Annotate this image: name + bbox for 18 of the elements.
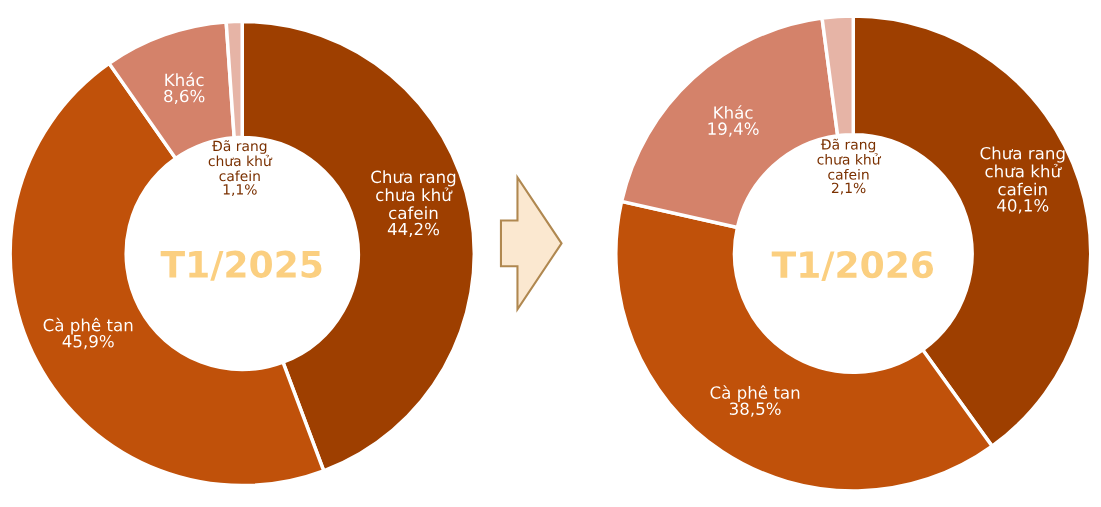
slice-label: Đã rang chưa khử cafein	[817, 138, 882, 180]
text: T1/2026	[771, 250, 934, 282]
data-label: 19,4%	[708, 122, 759, 137]
data-label: 38,5%	[729, 402, 781, 417]
data-label: 44,2%	[387, 222, 440, 238]
data-label: 40,1%	[997, 199, 1049, 214]
slice-label: Chưa rang chưa khử cafein	[980, 146, 1065, 196]
slice-label: Cà phê tan	[43, 317, 133, 335]
data-label: 45,9%	[62, 334, 114, 350]
slice-label: Chưa rang chưa khử cafein	[371, 170, 456, 220]
slice-label: Cà phê tan	[710, 385, 800, 403]
slice-label: Khác	[165, 72, 204, 87]
data-label: 8,6%	[164, 89, 205, 105]
text: T1/2025	[160, 250, 322, 281]
slice-label: Đã rang chưa khử cafein	[208, 140, 273, 182]
slice-label: Khác	[714, 105, 753, 119]
data-label: 2,1%	[831, 182, 866, 195]
data-label: 1,1%	[223, 184, 257, 197]
